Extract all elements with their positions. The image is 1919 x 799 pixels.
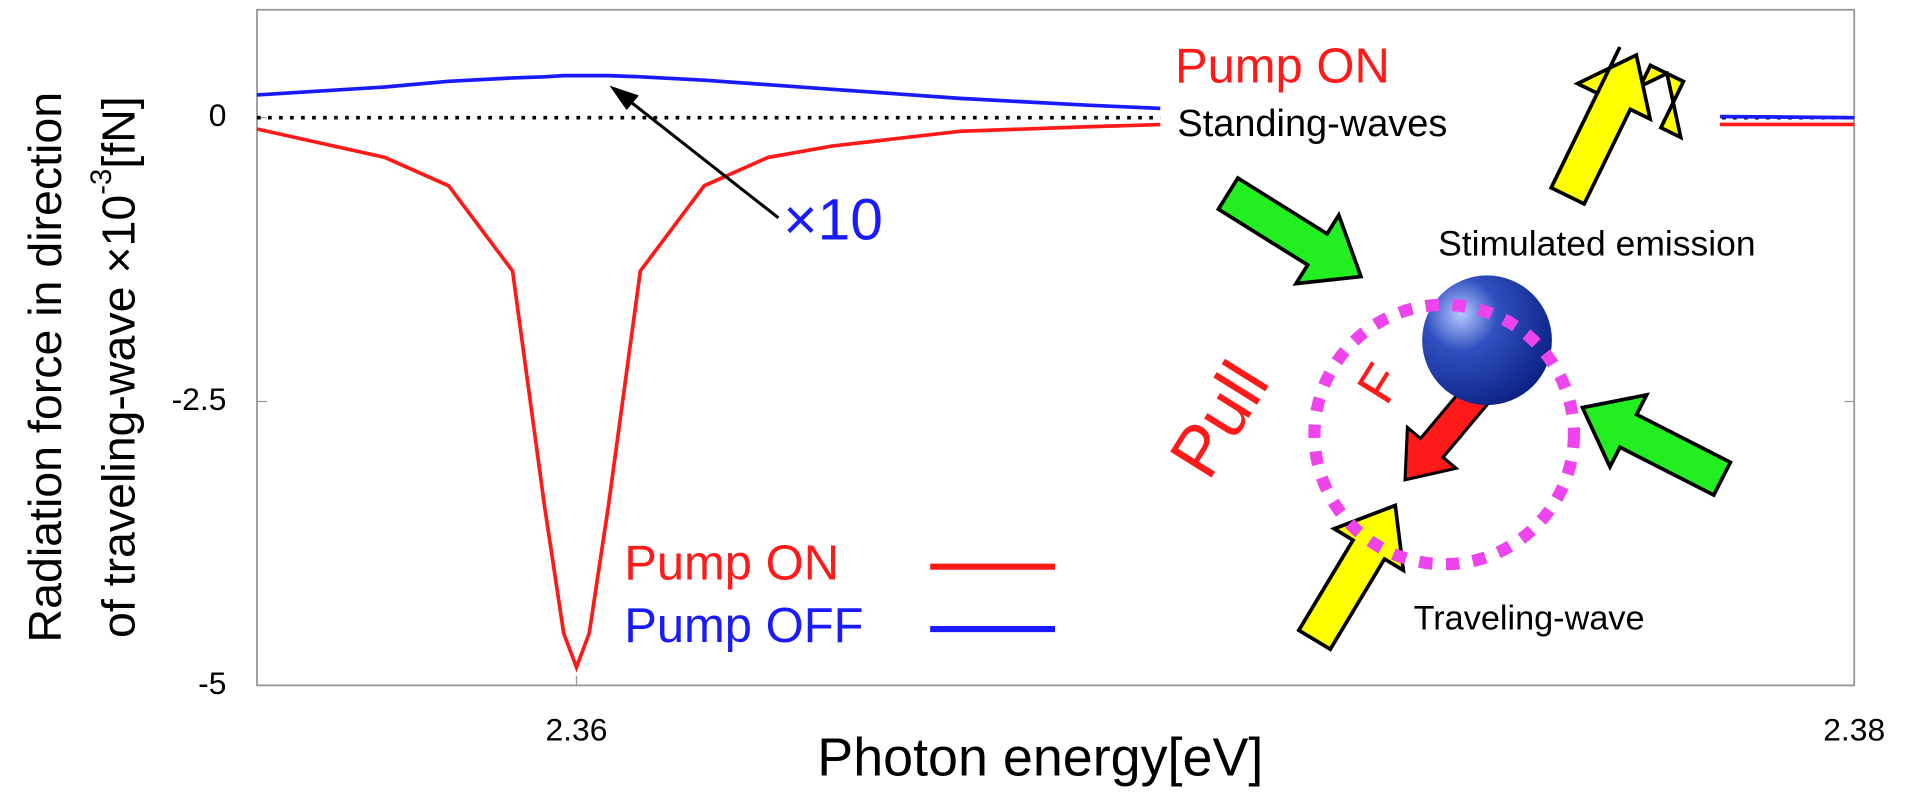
- y-tick-label: 0: [209, 97, 227, 133]
- y-label-line: of traveling-wave ×10-3[fN]: [85, 96, 145, 638]
- x-axis-label: Photon energy[eV]: [817, 727, 1263, 787]
- chart: Pump ON Standing-waves Stimulated emissi…: [0, 0, 1919, 799]
- inset-pump: Pump ON: [1175, 40, 1390, 94]
- y-axis-label: Radiation force in direction of travelin…: [19, 92, 144, 643]
- x-tick-label: 2.36: [545, 711, 607, 747]
- inset-stimulated: Stimulated emission: [1438, 223, 1756, 263]
- y-label-unit: [fN]: [93, 96, 145, 168]
- page: {"chart_data": { "type": "line", "x_labe…: [0, 0, 1919, 799]
- legend-label: Pump OFF: [624, 599, 863, 653]
- annotation-arrow: [619, 93, 778, 218]
- inset-standing: Standing-waves: [1177, 103, 1447, 145]
- chart-body: Pump ON Standing-waves Stimulated emissi…: [19, 10, 1885, 788]
- x-tick-label: 2.38: [1823, 711, 1885, 747]
- y-tick-label: -5: [198, 665, 226, 701]
- y-label-line: Radiation force in direction: [19, 92, 71, 643]
- inset-traveling: Traveling-wave: [1414, 600, 1645, 638]
- y-label-superscript: -3: [85, 169, 118, 195]
- annotation: ×10: [783, 187, 883, 252]
- y-label-text: of traveling-wave ×10: [93, 195, 145, 638]
- y-tick-label: -2.5: [172, 381, 227, 417]
- legend-label: Pump ON: [624, 537, 839, 591]
